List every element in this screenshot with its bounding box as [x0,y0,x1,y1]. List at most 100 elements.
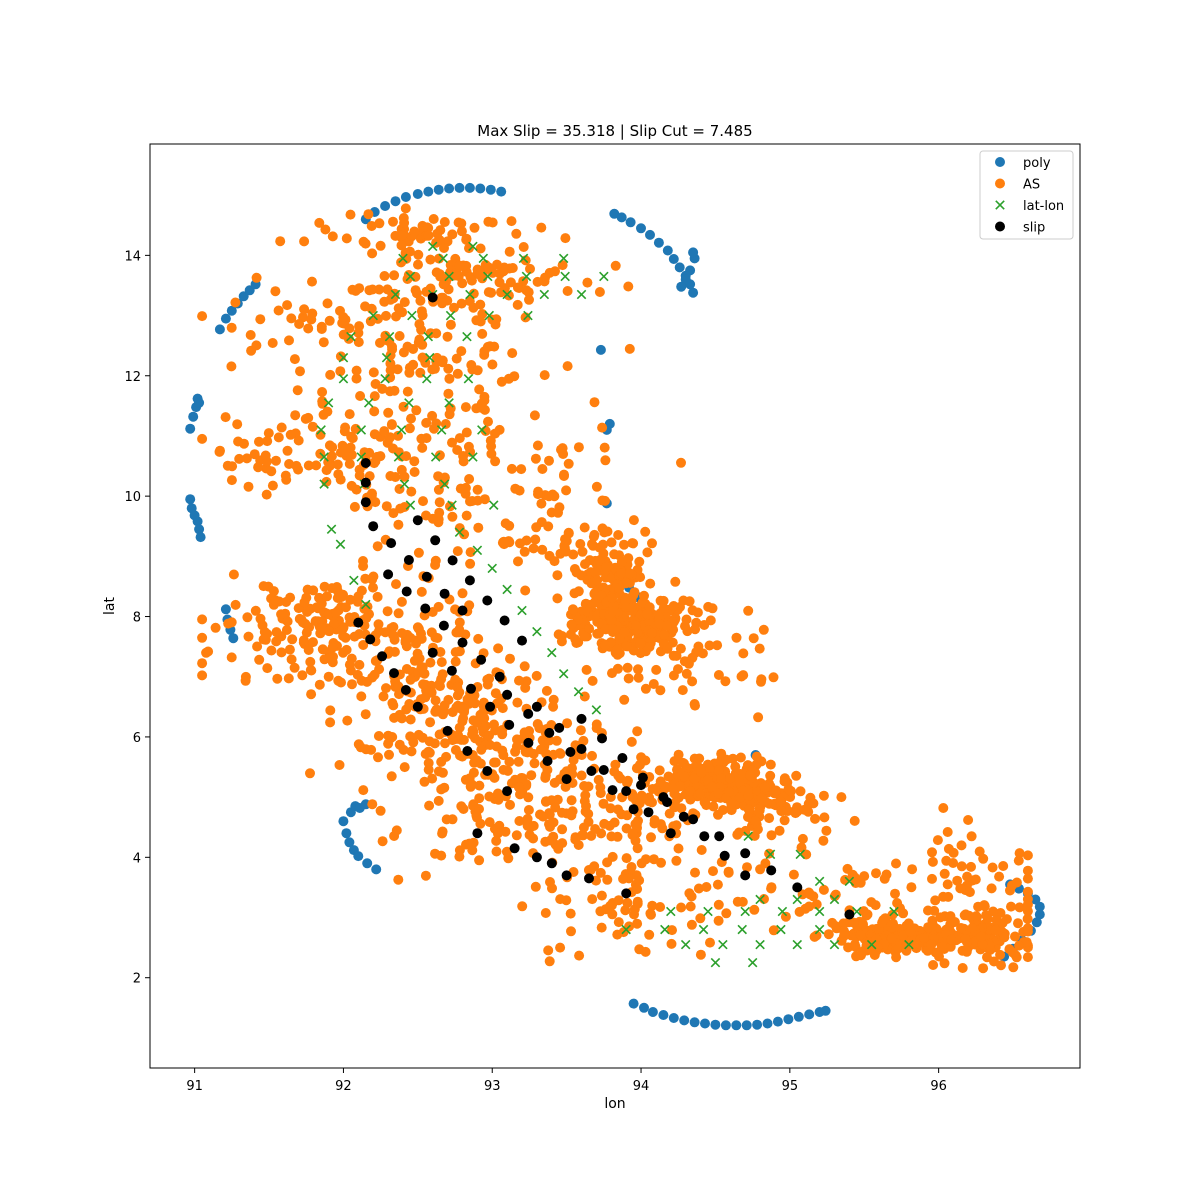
lat-lon-point [462,331,472,342]
as-point [349,501,360,512]
as-point [316,598,327,609]
as-point [512,299,523,310]
poly-point [228,633,239,644]
slip-point [576,744,587,754]
as-point [708,866,718,877]
as-point [658,595,669,606]
as-point [538,811,548,822]
lat-lon-point [755,894,765,905]
as-point [385,471,396,481]
as-point [349,631,360,642]
as-point [886,933,897,944]
as-point [427,410,438,421]
as-point [528,543,539,554]
as-point [475,758,486,769]
as-point [482,674,493,685]
poly-point [595,344,606,355]
as-point [982,952,992,963]
as-point [480,721,491,732]
as-point [284,335,294,346]
poly-point [344,837,355,848]
slip-point [386,538,397,549]
as-point [971,911,982,922]
lat-lon-point [368,310,378,321]
as-point [544,491,554,502]
as-point [955,883,966,894]
as-point [354,659,365,670]
as-point [574,950,585,961]
as-point [730,761,741,772]
as-point [533,486,544,497]
as-point [241,453,252,464]
as-point [360,573,371,584]
as-point [548,749,559,760]
as-point [556,444,566,455]
slip-point [509,843,520,854]
as-point [957,963,968,973]
lat-lon-point [338,373,349,384]
as-point [452,368,463,379]
as-point [566,926,576,937]
as-point [964,887,975,898]
slip-point [502,689,513,700]
as-point [361,613,372,624]
as-point [476,744,487,755]
as-point [627,792,638,803]
as-point [684,596,695,607]
as-point [383,738,394,749]
as-point [578,735,589,746]
as-point [514,675,524,686]
lat-lon-point [591,705,602,715]
poly-point [195,532,206,543]
as-point [556,636,567,647]
as-point [266,466,277,477]
as-point [804,901,815,912]
as-point [456,226,467,237]
as-point [506,216,517,227]
as-point [654,765,665,776]
as-point [701,882,712,892]
as-point [406,486,417,497]
as-point [543,945,554,956]
as-point [359,447,370,458]
as-point [600,455,611,466]
as-point [396,240,407,251]
as-point [522,813,533,824]
as-point [962,871,973,882]
as-point [385,350,396,361]
as-point [932,835,943,846]
as-point [412,648,423,659]
as-point [623,281,634,292]
as-point [532,276,543,287]
poly-point [1031,917,1042,928]
as-point [434,729,445,740]
as-point [369,429,380,440]
as-point [374,218,385,229]
as-point [988,906,999,917]
lat-lon-point [814,906,825,917]
as-point [607,593,618,604]
lat-lon-point [407,310,417,321]
as-point [492,259,502,270]
as-point [318,409,329,420]
lat-lon-point [319,452,329,462]
as-point [622,662,633,673]
as-point [960,934,971,944]
as-point [437,298,448,309]
poly-point [762,1018,773,1029]
as-point [373,731,384,741]
slip-point [617,753,628,763]
lat-lon-point [338,352,349,363]
as-point [513,756,524,767]
as-point [258,634,269,645]
slip-point [442,725,453,736]
as-point [613,530,624,540]
lat-lon-point [381,352,392,363]
as-point [765,759,776,770]
as-point [477,328,488,339]
as-point [382,284,393,295]
as-point [325,369,336,380]
y-tick-label: 14 [124,249,141,264]
as-point [314,679,325,690]
lat-lon-point [444,271,454,282]
